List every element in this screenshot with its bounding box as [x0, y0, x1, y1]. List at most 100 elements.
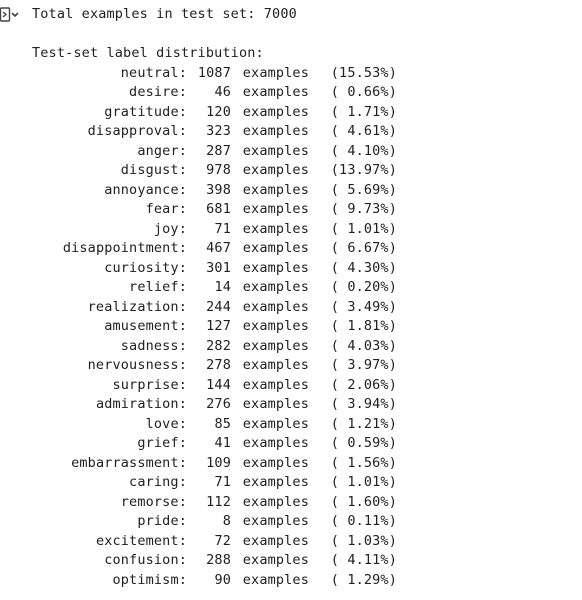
distribution-row: surprise: 144 examples ( 2.06%): [32, 376, 397, 396]
row-pct: (15.53%): [330, 64, 397, 81]
row-count: 14: [214, 279, 231, 295]
row-pct: ( 1.21%): [330, 415, 397, 432]
distribution-row: annoyance: 398 examples ( 5.69%): [32, 181, 397, 201]
row-label: disgust:: [120, 162, 187, 178]
distribution-row: sadness: 282 examples ( 4.03%): [32, 337, 397, 357]
row-unit: examples: [242, 64, 309, 81]
row-unit: examples: [242, 571, 309, 588]
row-count: 978: [206, 162, 231, 178]
distribution-row: pride: 8 examples ( 0.11%): [32, 512, 397, 532]
row-label: desire:: [129, 84, 187, 100]
distribution-row: grief: 41 examples ( 0.59%): [32, 434, 397, 454]
row-unit: examples: [242, 84, 309, 100]
row-label: sadness:: [120, 337, 187, 354]
row-pct: ( 1.29%): [330, 571, 397, 588]
row-unit: examples: [242, 435, 309, 451]
row-pct: ( 0.20%): [330, 279, 397, 295]
row-label: neutral:: [120, 64, 187, 81]
row-unit: examples: [242, 240, 309, 256]
row-count: 244: [206, 298, 231, 315]
row-label: realization:: [87, 298, 187, 315]
row-pct: ( 3.97%): [330, 357, 397, 373]
row-label: annoyance:: [104, 181, 187, 198]
row-unit: examples: [242, 376, 309, 393]
row-label: pride:: [137, 513, 187, 529]
row-count: 41: [214, 435, 231, 451]
distribution-row: anger: 287 examples ( 4.10%): [32, 142, 397, 162]
row-count: 398: [206, 181, 231, 198]
row-label: surprise:: [112, 376, 187, 393]
row-pct: ( 2.06%): [330, 376, 397, 393]
distribution-row: desire: 46 examples ( 0.66%): [32, 83, 397, 103]
distribution-row: curiosity: 301 examples ( 4.30%): [32, 259, 397, 279]
row-count: 8: [222, 513, 231, 529]
row-label: fear:: [145, 201, 187, 217]
row-label: gratitude:: [104, 103, 187, 120]
row-count: 120: [206, 103, 231, 120]
row-pct: ( 4.11%): [330, 552, 397, 568]
row-label: excitement:: [95, 532, 187, 549]
distribution-row: joy: 71 examples ( 1.01%): [32, 220, 397, 240]
distribution-row: excitement: 72 examples ( 1.03%): [32, 532, 397, 552]
distribution-row: disappointment: 467 examples ( 6.67%): [32, 239, 397, 259]
row-pct: ( 5.69%): [330, 181, 397, 198]
row-pct: ( 4.10%): [330, 142, 397, 159]
blank-line: [32, 25, 397, 45]
distribution-row: fear: 681 examples ( 9.73%): [32, 200, 397, 220]
distribution-row: embarrassment: 109 examples ( 1.56%): [32, 454, 397, 474]
total-examples-line: Total examples in test set: 7000: [32, 6, 297, 22]
distribution-row: confusion: 288 examples ( 4.11%): [32, 551, 397, 571]
row-unit: examples: [242, 298, 309, 315]
row-pct: ( 0.59%): [330, 435, 397, 451]
row-label: admiration:: [95, 396, 187, 412]
row-count: 85: [214, 415, 231, 432]
row-pct: ( 3.49%): [330, 298, 397, 315]
row-unit: examples: [242, 318, 309, 334]
distribution-header: Test-set label distribution:: [32, 45, 264, 61]
row-count: 681: [206, 201, 231, 217]
row-label: nervousness:: [87, 357, 187, 373]
distribution-row: neutral: 1087 examples (15.53%): [32, 64, 397, 84]
distribution-row: remorse: 112 examples ( 1.60%): [32, 493, 397, 513]
row-pct: ( 4.30%): [330, 259, 397, 276]
row-pct: ( 3.94%): [330, 396, 397, 412]
row-pct: ( 1.01%): [330, 220, 397, 237]
distribution-row: caring: 71 examples ( 1.01%): [32, 473, 397, 493]
row-count: 109: [206, 454, 231, 471]
row-count: 46: [214, 84, 231, 100]
row-pct: ( 4.61%): [330, 123, 397, 139]
distribution-row: realization: 244 examples ( 3.49%): [32, 298, 397, 318]
row-pct: ( 1.56%): [330, 454, 397, 471]
row-pct: ( 1.01%): [330, 474, 397, 490]
row-count: 90: [214, 571, 231, 588]
row-unit: examples: [242, 123, 309, 139]
row-pct: ( 1.71%): [330, 103, 397, 120]
row-label: optimism:: [112, 571, 187, 588]
row-label: disapproval:: [87, 123, 187, 139]
row-label: relief:: [129, 279, 187, 295]
row-unit: examples: [242, 181, 309, 198]
row-unit: examples: [242, 279, 309, 295]
row-pct: ( 1.03%): [330, 532, 397, 549]
row-pct: ( 0.66%): [330, 84, 397, 100]
row-unit: examples: [242, 357, 309, 373]
row-unit: examples: [242, 201, 309, 217]
row-count: 71: [214, 220, 231, 237]
row-count: 278: [206, 357, 231, 373]
row-count: 287: [206, 142, 231, 159]
row-count: 71: [214, 474, 231, 490]
row-count: 467: [206, 240, 231, 256]
row-pct: (13.97%): [330, 162, 397, 178]
row-unit: examples: [242, 142, 309, 159]
row-unit: examples: [242, 220, 309, 237]
row-pct: ( 1.81%): [330, 318, 397, 334]
distribution-row: nervousness: 278 examples ( 3.97%): [32, 356, 397, 376]
row-label: joy:: [153, 220, 187, 237]
row-label: remorse:: [120, 493, 187, 510]
row-unit: examples: [242, 552, 309, 568]
distribution-row: optimism: 90 examples ( 1.29%): [32, 571, 397, 591]
cell-output: Total examples in test set: 7000 Test-se…: [32, 5, 397, 590]
output-expand-icon[interactable]: [0, 6, 20, 24]
row-unit: examples: [242, 532, 309, 549]
row-unit: examples: [242, 396, 309, 412]
